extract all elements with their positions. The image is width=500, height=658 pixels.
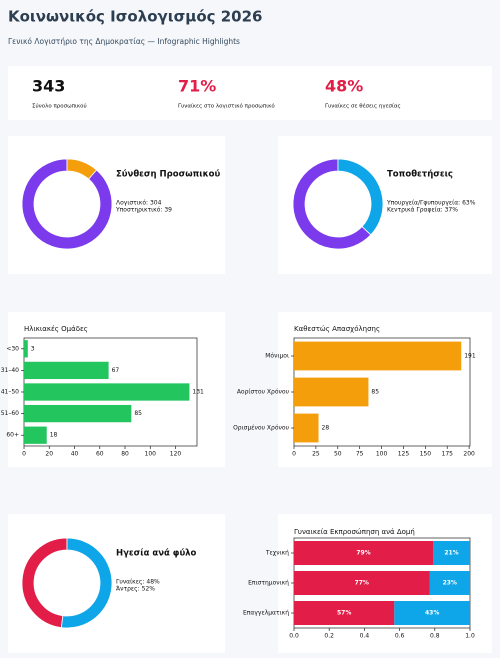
bar bbox=[24, 340, 28, 358]
bar bbox=[294, 413, 319, 443]
chart-title: Γυναικεία Εκπροσώπηση ανά Δομή bbox=[294, 528, 415, 536]
x-tick-label: 0.0 bbox=[289, 633, 299, 640]
x-tick-label: 100 bbox=[145, 451, 157, 458]
kpi-value: 71% bbox=[178, 77, 216, 96]
y-tick-label: Μόνιμοι bbox=[265, 353, 289, 360]
y-tick-label: Επαγγελματική bbox=[243, 610, 289, 617]
legend-label: Άντρες: 52% bbox=[116, 586, 155, 593]
donut-segment bbox=[21, 158, 113, 250]
x-tick-label: 60 bbox=[96, 451, 104, 458]
bar bbox=[294, 377, 369, 407]
y-tick-label: 41–50 bbox=[1, 389, 19, 396]
legend-label: Κεντρικά Γραφεία: 37% bbox=[387, 207, 458, 214]
kpi-value: 48% bbox=[325, 77, 363, 96]
bar-segment bbox=[429, 571, 470, 595]
chart-title: Τοποθετήσεις bbox=[387, 170, 453, 180]
x-tick-label: 50 bbox=[334, 451, 342, 458]
bar-segment bbox=[433, 541, 470, 565]
bar-segment bbox=[294, 571, 430, 595]
legend-label: Λογιστικό: 304 bbox=[116, 200, 162, 207]
card bbox=[8, 514, 225, 653]
x-tick-label: 0 bbox=[22, 451, 26, 458]
x-tick-label: 150 bbox=[420, 451, 432, 458]
chart-title: Σύνθεση Προσωπικού bbox=[116, 170, 220, 180]
value-label: 191 bbox=[464, 353, 476, 360]
value-label: 85 bbox=[371, 389, 379, 396]
value-label: 23% bbox=[443, 580, 457, 587]
bar-segment bbox=[394, 601, 470, 625]
value-label: 77% bbox=[355, 580, 369, 587]
chart-title: Ηγεσία ανά φύλο bbox=[116, 548, 197, 559]
y-tick-label: 60+ bbox=[6, 432, 19, 439]
y-tick-label: Ορισμένου Χρόνου bbox=[233, 425, 289, 432]
value-label: 57% bbox=[337, 610, 351, 617]
value-label: 43% bbox=[425, 610, 439, 617]
donut-segment bbox=[66, 158, 98, 180]
x-tick-label: 1.0 bbox=[465, 633, 475, 640]
bar-segment bbox=[294, 541, 434, 565]
kpi-label: Σύνολο προσωπικού bbox=[32, 103, 87, 110]
bar bbox=[24, 404, 132, 423]
bar bbox=[294, 341, 462, 371]
x-tick-label: 120 bbox=[170, 451, 182, 458]
x-tick-label: 0 bbox=[292, 451, 296, 458]
legend-label: Υπουργεία/Γφυπουργεία: 63% bbox=[386, 200, 476, 207]
x-tick-label: 0.4 bbox=[360, 633, 370, 640]
y-tick-label: <30 bbox=[6, 345, 19, 352]
x-tick-label: 200 bbox=[463, 451, 475, 458]
legend-label: Υποστηρικτικό: 39 bbox=[115, 207, 172, 214]
page-title: Κοινωνικός Ισολογισμός 2026 bbox=[8, 8, 262, 26]
kpi-label: Γυναίκες σε θέσεις ηγεσίας bbox=[325, 103, 401, 110]
bar-segment bbox=[294, 601, 395, 625]
x-tick-label: 0.6 bbox=[395, 633, 405, 640]
bar bbox=[24, 361, 109, 380]
y-tick-label: Τεχνική bbox=[265, 550, 289, 557]
card bbox=[278, 136, 492, 274]
kpi-card bbox=[8, 66, 492, 120]
kpi-value: 343 bbox=[32, 77, 65, 96]
x-tick-label: 25 bbox=[312, 451, 320, 458]
card bbox=[8, 136, 225, 274]
y-tick-label: Επιστημονική bbox=[248, 580, 289, 587]
bar bbox=[24, 383, 190, 401]
x-tick-label: 0.2 bbox=[324, 633, 334, 640]
value-label: 21% bbox=[444, 550, 458, 557]
page-subtitle: Γενικό Λογιστήριο της Δημοκρατίας — Info… bbox=[8, 37, 240, 46]
x-tick-label: 0.8 bbox=[430, 633, 440, 640]
value-label: 85 bbox=[134, 410, 142, 417]
donut-segment bbox=[60, 537, 113, 629]
x-tick-label: 20 bbox=[45, 451, 53, 458]
x-tick-label: 125 bbox=[398, 451, 410, 458]
donut-segment bbox=[337, 158, 384, 236]
legend-label: Γυναίκες: 48% bbox=[116, 579, 160, 586]
y-tick-label: 51–60 bbox=[1, 410, 19, 417]
x-tick-label: 175 bbox=[442, 451, 454, 458]
x-tick-label: 40 bbox=[71, 451, 79, 458]
value-label: 79% bbox=[356, 550, 370, 557]
chart-title: Καθεστώς Απασχόλησης bbox=[294, 325, 380, 333]
value-label: 3 bbox=[31, 345, 35, 352]
y-tick-label: 31–40 bbox=[1, 367, 19, 374]
kpi-label: Γυναίκες στο λογιστικό προσωπικό bbox=[178, 103, 275, 110]
value-label: 67 bbox=[112, 367, 120, 374]
x-tick-label: 100 bbox=[376, 451, 388, 458]
x-tick-label: 75 bbox=[356, 451, 364, 458]
chart-title: Ηλικιακές Ομάδες bbox=[24, 325, 88, 333]
bar bbox=[24, 426, 47, 444]
y-tick-label: Αορίστου Χρόνου bbox=[237, 389, 290, 396]
value-label: 18 bbox=[50, 432, 58, 439]
value-label: 28 bbox=[322, 425, 330, 432]
x-tick-label: 80 bbox=[121, 451, 129, 458]
value-label: 131 bbox=[192, 389, 204, 396]
